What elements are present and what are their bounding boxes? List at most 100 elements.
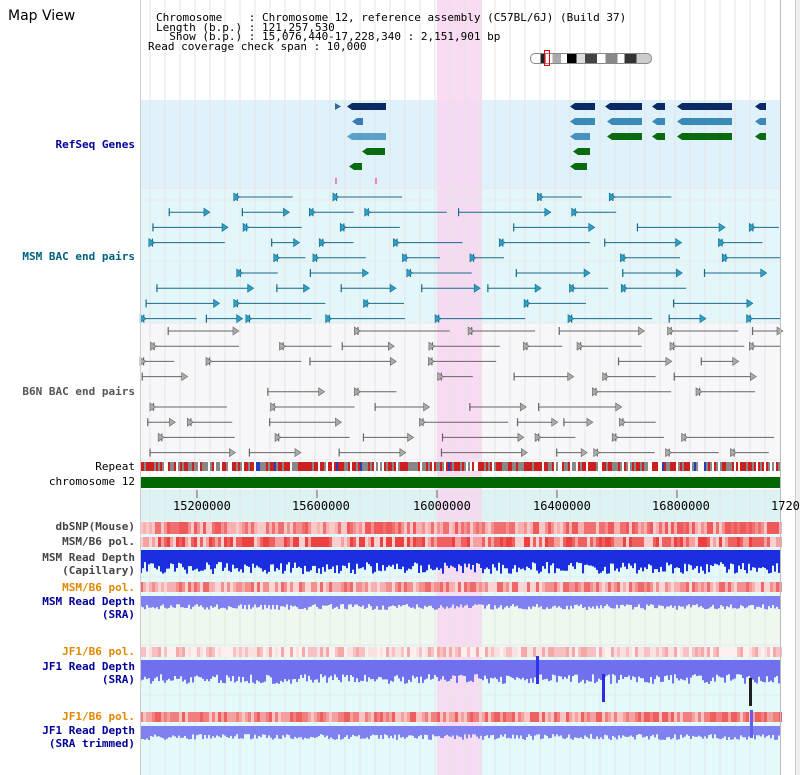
msm-cap-depth-bar (536, 550, 538, 571)
jf1-trim-depth-label[interactable]: JF1 Read Depth (42, 724, 135, 737)
jf1-pol-label[interactable]: JF1/B6 pol. (62, 645, 135, 658)
dbsnp-cell (722, 522, 725, 534)
msm-pol-cell (305, 537, 308, 547)
jf1-pol-cell (275, 647, 278, 657)
msm-sra-depth-bar (172, 596, 174, 608)
jf1-pol-cell (677, 647, 680, 657)
msm-cap-depth-bar (420, 550, 422, 566)
msm-pol-cell (455, 537, 458, 547)
jf1-trim-depth-bar (446, 726, 448, 735)
jf1-pol-cell (260, 647, 263, 657)
msm-bac-marker (245, 314, 253, 324)
jf1-pol-trim-cell (272, 712, 275, 722)
dbsnp-cell (551, 522, 554, 534)
jf1-sra-depth-bar (210, 660, 212, 679)
jf1-pol-trim-cell (386, 712, 389, 722)
scrollbar[interactable] (795, 0, 800, 775)
highlight-region[interactable] (437, 0, 482, 775)
msm-cap-depth-bar (562, 550, 564, 571)
dbsnp-cell (443, 522, 446, 534)
msm-cap-depth-bar (318, 550, 320, 569)
jf1-pol-trim-cell (701, 712, 704, 722)
msm-bac-label[interactable]: MSM BAC end pairs (22, 250, 135, 263)
dbsnp-label[interactable]: dbSNP(Mouse) (55, 520, 135, 533)
jf1-sra-depth-label[interactable]: JF1 Read Depth (42, 660, 135, 673)
repeat-segment (458, 462, 460, 471)
jf1-sra-depth-bar (670, 660, 672, 676)
msm-sra-depth-bar (556, 596, 558, 608)
msm-pol-cell (170, 537, 173, 547)
repeat-segment (666, 462, 668, 471)
jf1-pol-trim-cell (695, 712, 698, 722)
msm-cap-depth-bar (448, 550, 450, 569)
jf1-trim-depth-bar (506, 726, 508, 739)
msm-sra-depth-label[interactable]: MSM Read Depth (42, 595, 135, 608)
chromosome-ideogram[interactable] (530, 53, 652, 64)
msm-pol-sra-cell (326, 582, 329, 592)
jf1-sra-depth-bar (774, 660, 776, 678)
jf1-sra-depth-bar (564, 660, 566, 677)
msm-cap-depth-bar (558, 550, 560, 569)
msm-cap-depth-bar (524, 550, 526, 571)
msm-cap-depth-bar (572, 550, 574, 567)
msm-pol-cell (227, 537, 230, 547)
msm-cap-depth-bar (560, 550, 562, 571)
jf1-pol-trim-cell (521, 712, 524, 722)
jf1-trim-depth-bar (252, 726, 254, 739)
jf1-sra-depth-bar (490, 660, 492, 678)
msm-bac-end (622, 269, 624, 277)
msm-cap-depth-bar (282, 550, 284, 574)
dbsnp-cell (692, 522, 695, 534)
b6n-bac-label[interactable]: B6N BAC end pairs (22, 385, 135, 398)
b6n-bac-marker (750, 372, 757, 382)
msm-bac-end (487, 284, 489, 293)
jf1-sra-depth-bar (574, 660, 576, 675)
jf1-trim-depth-bar (664, 726, 666, 740)
msm-pol-cell (434, 537, 437, 547)
jf1-trim-depth-bar (336, 726, 338, 740)
repeat-segment (542, 462, 544, 471)
jf1-pol-cell (689, 647, 692, 657)
msm-cap-depth-bar (696, 550, 698, 567)
jf1-trim-depth-bar (256, 726, 258, 739)
jf1-trim-depth-bar (174, 726, 176, 737)
dbsnp-cell (251, 522, 254, 534)
msm-cap-depth-bar (698, 550, 700, 573)
msm-pol-cell (425, 537, 428, 547)
repeat-segment (776, 462, 778, 471)
jf1-trim-depth-bar (528, 726, 530, 735)
msm-pol-sra-label[interactable]: MSM/B6 pol. (62, 581, 135, 594)
msm-pol-label[interactable]: MSM/B6 pol. (62, 535, 135, 548)
msm-pol-sra-cell (614, 582, 617, 592)
jf1-trim-depth-bar (326, 726, 328, 736)
repeat-segment (644, 462, 646, 471)
jf1-pol-trim-label[interactable]: JF1/B6 pol. (62, 710, 135, 723)
b6n-bac-marker (354, 387, 361, 397)
jf1-pol-cell (200, 647, 203, 657)
msm-pol-cell (710, 537, 713, 547)
repeat-segment (550, 462, 552, 471)
msm-sra-depth-bar (622, 596, 624, 605)
jf1-sra-depth-bar (150, 660, 152, 684)
dbsnp-cell (416, 522, 419, 534)
msm-cap-depth-label[interactable]: MSM Read Depth (42, 551, 135, 564)
jf1-pol-cell (728, 647, 731, 657)
dbsnp-cell (284, 522, 287, 534)
msm-cap-depth-bar (636, 550, 638, 574)
jf1-pol-cell (506, 647, 509, 657)
repeat-segment (772, 462, 774, 471)
repeat-segment (316, 462, 318, 471)
msm-pol-sra-cell (518, 582, 521, 592)
msm-pol-cell (488, 537, 491, 547)
jf1-pol-cell (665, 647, 668, 657)
msm-pol-sra-cell (626, 582, 629, 592)
depth-spike (750, 710, 753, 738)
jf1-sra-depth-bar (484, 660, 486, 676)
refseq-label[interactable]: RefSeq Genes (55, 138, 135, 151)
jf1-pol-cell (518, 647, 521, 657)
dbsnp-cell (752, 522, 755, 534)
msm-pol-sra-cell (554, 582, 557, 592)
b6n-bac-marker (681, 432, 689, 442)
